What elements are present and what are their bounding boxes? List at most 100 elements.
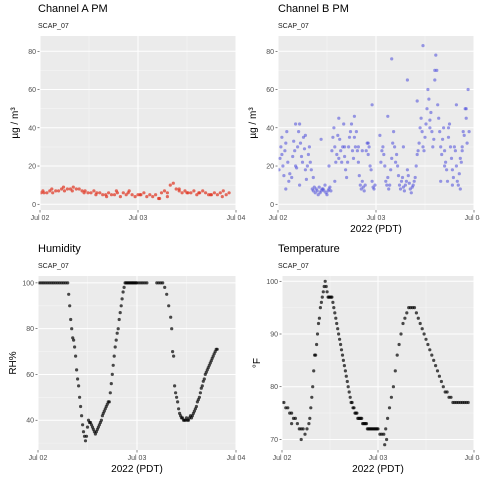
data-point <box>173 384 177 388</box>
data-point <box>94 193 98 197</box>
data-point <box>432 137 436 141</box>
data-point <box>278 168 281 172</box>
chart-panel-3: 40 60 80 100 Jul 02 Jul 03 Jul 04 Humidity SCAP_… <box>8 243 245 475</box>
data-point <box>107 400 111 404</box>
data-point <box>279 145 283 149</box>
data-point <box>360 179 364 183</box>
data-point <box>161 281 165 285</box>
data-point <box>120 297 124 301</box>
data-point <box>291 154 295 159</box>
data-point <box>393 369 397 373</box>
data-point <box>417 141 421 145</box>
data-point <box>204 191 208 195</box>
data-point <box>347 145 351 149</box>
data-point <box>347 135 352 139</box>
data-point <box>308 416 312 420</box>
data-point <box>89 191 93 195</box>
data-point <box>437 116 441 120</box>
data-point <box>177 407 181 411</box>
data-point <box>403 183 407 187</box>
data-point <box>430 130 434 134</box>
data-point <box>297 130 301 134</box>
y-tick-label: 0 <box>270 202 274 209</box>
data-point <box>444 160 448 164</box>
data-point <box>389 395 393 399</box>
data-point <box>416 316 420 320</box>
data-point <box>412 179 416 183</box>
data-point <box>362 189 366 193</box>
data-point <box>367 145 371 149</box>
data-point <box>415 99 419 103</box>
data-point <box>406 174 410 178</box>
data-point <box>445 168 449 172</box>
data-point <box>454 164 458 168</box>
data-point <box>460 145 464 149</box>
data-point <box>109 193 114 197</box>
data-point <box>338 337 342 341</box>
data-point <box>307 422 311 426</box>
data-point <box>138 193 142 197</box>
data-point <box>411 183 415 187</box>
data-point <box>192 189 196 193</box>
data-point <box>325 290 329 294</box>
data-point <box>385 183 389 187</box>
data-point <box>399 332 403 336</box>
data-point <box>451 175 455 180</box>
data-point <box>428 126 432 130</box>
data-point <box>70 189 74 193</box>
data-point <box>117 317 121 322</box>
data-point <box>84 434 89 438</box>
data-point <box>389 168 393 172</box>
data-point <box>390 156 394 160</box>
data-point <box>392 130 396 134</box>
data-point <box>439 179 443 183</box>
data-point <box>282 174 286 178</box>
data-point <box>425 107 429 111</box>
data-point <box>355 149 359 153</box>
data-point <box>316 321 321 326</box>
data-point <box>158 196 162 201</box>
data-point <box>68 304 72 308</box>
data-point <box>176 400 180 404</box>
data-point <box>346 160 350 164</box>
data-point <box>429 110 433 115</box>
data-point <box>167 304 171 308</box>
x-axis-label: 2022 (PDT) <box>352 464 404 475</box>
data-point <box>80 189 84 193</box>
data-point <box>443 164 447 168</box>
y-tick-label: 80 <box>266 49 274 56</box>
data-point <box>169 315 173 319</box>
data-point <box>174 187 178 191</box>
x-tick-label: Jul 04 <box>465 455 480 462</box>
data-point <box>299 154 304 159</box>
data-point <box>388 183 392 187</box>
data-point <box>397 183 402 187</box>
data-point <box>318 306 322 310</box>
data-point <box>342 364 346 368</box>
y-tick-label: 20 <box>28 164 36 171</box>
data-point <box>315 332 320 336</box>
data-point <box>435 369 440 373</box>
data-point <box>449 395 453 399</box>
data-point <box>439 145 443 149</box>
data-point <box>301 427 305 431</box>
data-point <box>171 181 175 185</box>
data-point <box>299 437 303 442</box>
data-point <box>339 348 344 352</box>
data-point <box>208 193 213 197</box>
data-point <box>345 379 349 384</box>
data-points <box>282 279 470 447</box>
data-point <box>202 377 206 381</box>
data-point <box>307 145 311 149</box>
y-tick-label: 20 <box>266 164 274 171</box>
data-point <box>418 126 422 130</box>
data-point <box>320 295 324 299</box>
data-point <box>449 156 454 160</box>
data-point <box>421 44 425 48</box>
data-point <box>391 141 395 145</box>
data-point <box>298 122 302 126</box>
data-point <box>401 185 405 189</box>
data-points <box>38 281 219 443</box>
data-point <box>341 358 345 362</box>
data-point <box>337 156 341 160</box>
